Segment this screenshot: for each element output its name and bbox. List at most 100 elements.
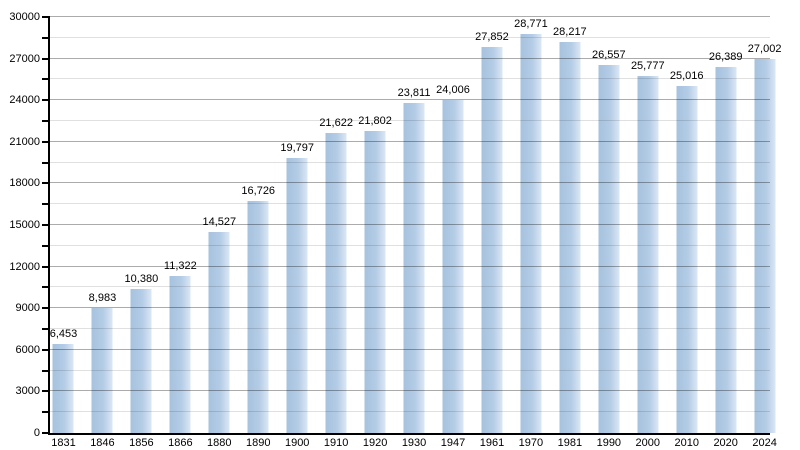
bar-value-label: 8,983 xyxy=(88,292,117,305)
y-tick-label: 0 xyxy=(33,427,40,439)
bar-value-label: 24,006 xyxy=(436,84,470,97)
gridline-minor xyxy=(50,369,770,371)
bar xyxy=(559,41,581,433)
x-tick-label: 1947 xyxy=(440,437,466,449)
bar-slot: 27,852 xyxy=(472,17,511,433)
gridline-major xyxy=(50,140,770,142)
y-axis-tick xyxy=(42,182,50,185)
x-tick-label: 1900 xyxy=(284,437,310,449)
gridline-major xyxy=(50,16,770,17)
bar xyxy=(286,158,308,433)
bar xyxy=(52,343,74,433)
bar xyxy=(169,276,191,433)
gridline-minor xyxy=(50,411,770,413)
bar xyxy=(442,100,464,433)
bar-slot: 10,380 xyxy=(122,17,161,433)
bar-value-label: 14,527 xyxy=(202,215,237,228)
bar-value-label: 27,002 xyxy=(747,42,782,55)
bar-value-label: 16,726 xyxy=(241,185,276,198)
y-tick-label: 9000 xyxy=(15,302,40,315)
x-tick-label: 1981 xyxy=(557,437,583,449)
y-tick-label: 12000 xyxy=(9,260,40,273)
bar-value-label: 6,453 xyxy=(49,327,78,340)
bar-value-label: 11,322 xyxy=(163,260,197,273)
bar xyxy=(364,130,386,433)
bar-value-label: 25,016 xyxy=(669,70,704,83)
y-axis-tick xyxy=(42,348,50,351)
y-axis-tick xyxy=(42,286,50,289)
x-axis-labels: 1831 1846 1856 1866 1880 1890 1900 1910 1920 1930… xyxy=(44,437,784,450)
bar-value-label: 26,389 xyxy=(708,51,743,64)
bar xyxy=(676,86,698,433)
bar-slot: 24,006 xyxy=(434,17,473,433)
gridline-major xyxy=(50,390,770,392)
y-axis-tick xyxy=(42,203,50,206)
gridline-major xyxy=(50,307,770,309)
gridline-major xyxy=(50,348,770,350)
bar xyxy=(247,201,269,433)
y-axis-tick xyxy=(42,120,50,122)
bar-value-label: 10,380 xyxy=(124,273,159,286)
y-axis-tick xyxy=(42,16,50,18)
gridline-minor xyxy=(50,120,770,121)
gridline-minor xyxy=(50,286,770,288)
y-axis-tick xyxy=(42,161,50,164)
y-axis-tick xyxy=(42,140,50,143)
gridline-major xyxy=(50,182,770,184)
bar-slot: 6,453 xyxy=(44,17,83,433)
x-tick-label: 1846 xyxy=(90,437,115,449)
x-tick-label: 2010 xyxy=(674,437,699,449)
bar xyxy=(130,289,152,433)
bar-slot: 28,217 xyxy=(550,17,589,433)
y-axis-tick xyxy=(42,57,50,60)
x-tick-label: 1961 xyxy=(479,437,505,449)
x-tick-label: 1890 xyxy=(246,437,271,449)
y-tick-label: 15000 xyxy=(9,219,40,231)
x-tick-label: 1831 xyxy=(51,437,76,449)
bar-slot: 8,983 xyxy=(83,17,122,433)
gridline-major xyxy=(50,57,770,59)
bar-slot: 11,322 xyxy=(161,17,200,433)
y-axis-tick xyxy=(42,307,50,310)
gridline-minor xyxy=(50,78,770,80)
x-tick-label: 2020 xyxy=(713,437,738,449)
y-axis-tick xyxy=(42,265,50,268)
gridline-major xyxy=(50,224,770,225)
y-axis-tick xyxy=(42,244,50,247)
bar-slot: 26,557 xyxy=(589,17,628,433)
bar xyxy=(598,64,620,433)
bar-slot: 21,622 xyxy=(317,17,356,433)
bar-value-label: 27,852 xyxy=(475,30,509,43)
bars-container: 6,453 8,983 10,380 11,322 14,527 16,726 19,797… xyxy=(44,17,784,433)
x-tick-label: 1990 xyxy=(596,437,622,449)
bar xyxy=(481,46,503,433)
bar-value-label: 19,797 xyxy=(280,142,315,155)
x-tick-label: 1856 xyxy=(129,437,154,449)
y-axis-tick xyxy=(42,36,50,39)
gridline-minor xyxy=(50,328,770,329)
x-tick-label: 1866 xyxy=(168,437,193,449)
gridline-minor xyxy=(50,203,770,205)
bar xyxy=(91,308,113,433)
y-tick-label: 27000 xyxy=(9,52,40,65)
x-tick-label: 1910 xyxy=(323,437,349,449)
bar xyxy=(715,67,737,433)
gridline-minor xyxy=(50,161,770,163)
bar-value-label: 26,557 xyxy=(591,48,626,61)
bar-value-label: 28,217 xyxy=(553,25,587,38)
bar xyxy=(325,133,347,433)
gridline-major xyxy=(50,265,770,267)
bar-slot: 16,726 xyxy=(239,17,278,433)
bar-value-label: 21,802 xyxy=(358,114,392,127)
y-tick-label: 6000 xyxy=(15,343,40,356)
bar-slot: 19,797 xyxy=(278,17,317,433)
x-tick-label: 1970 xyxy=(518,437,544,449)
y-tick-label: 21000 xyxy=(9,135,40,148)
x-tick-label: 1880 xyxy=(207,437,232,449)
gridline-minor xyxy=(50,244,770,246)
bar-slot: 21,802 xyxy=(356,17,395,433)
bar-value-label: 28,771 xyxy=(514,18,548,31)
bar xyxy=(208,231,230,433)
bar xyxy=(403,102,425,433)
